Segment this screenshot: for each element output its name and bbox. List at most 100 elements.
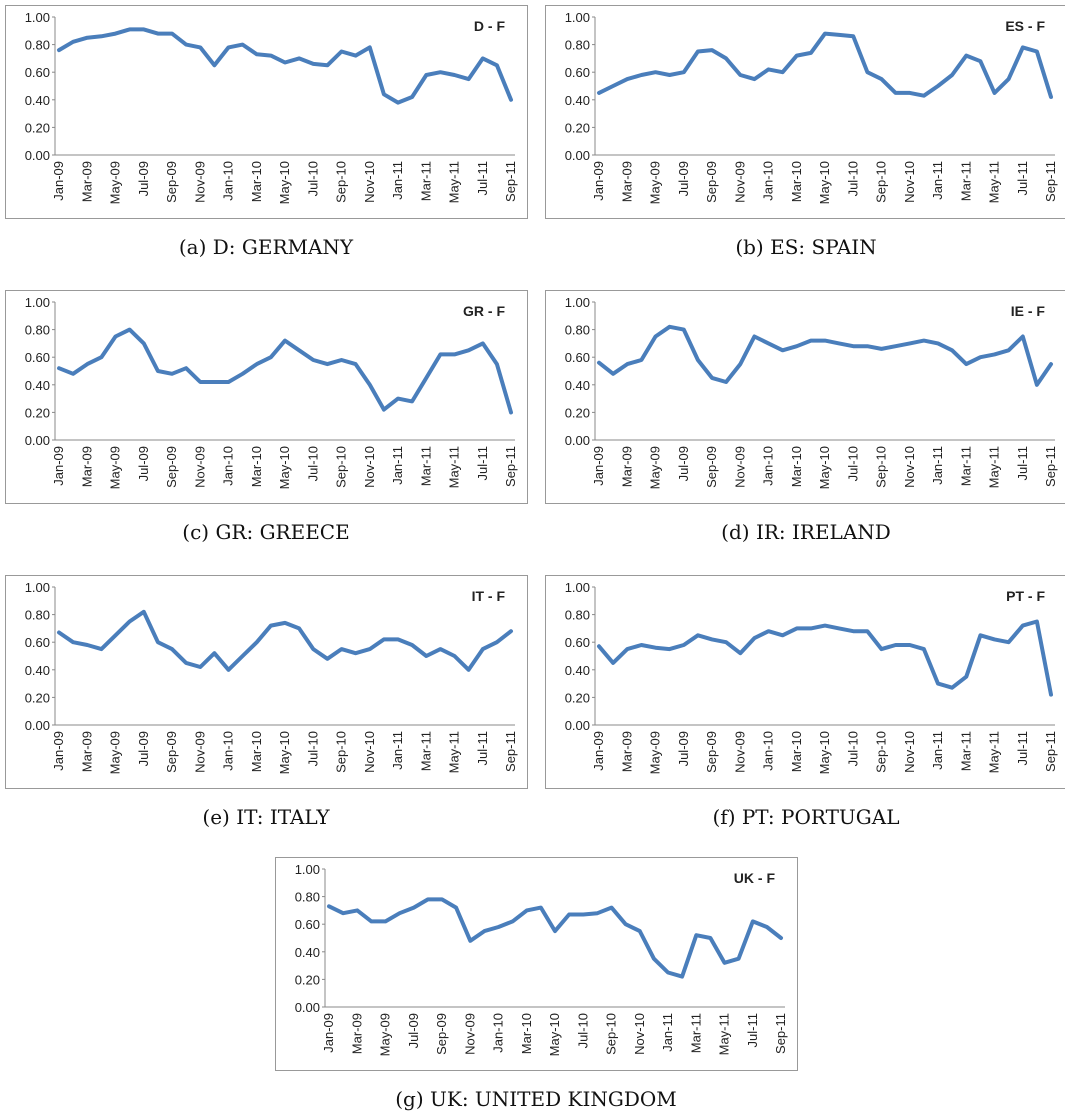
y-tick-label: 0.00 bbox=[25, 148, 50, 163]
chart-title: GR - F bbox=[463, 303, 505, 319]
x-tick-label: May-11 bbox=[987, 161, 1002, 203]
x-tick-label: Mar-10 bbox=[249, 161, 264, 202]
y-tick-label: 0.80 bbox=[565, 608, 590, 623]
x-tick-label: May-09 bbox=[108, 731, 123, 774]
x-tick-label: Mar-11 bbox=[958, 731, 973, 771]
x-tick-label: Mar-09 bbox=[79, 446, 94, 487]
x-tick-label: Jan-09 bbox=[321, 1013, 336, 1053]
x-tick-label: Mar-11 bbox=[418, 731, 433, 771]
y-tick-label: 0.80 bbox=[25, 323, 50, 338]
x-tick-label: Sep-10 bbox=[334, 731, 349, 773]
x-tick-label: Jul-10 bbox=[305, 446, 320, 481]
y-tick-label: 0.80 bbox=[25, 38, 50, 53]
caption: (g) UK: UNITED KINGDOM bbox=[395, 1087, 676, 1111]
y-tick-label: 0.60 bbox=[25, 65, 50, 80]
x-tick-label: Jan-09 bbox=[51, 161, 66, 201]
y-tick-label: 0.20 bbox=[565, 405, 590, 420]
x-tick-label: Jan-09 bbox=[51, 446, 66, 486]
x-tick-label: May-11 bbox=[987, 731, 1002, 773]
y-tick-label: 1.00 bbox=[565, 580, 590, 595]
x-tick-label: Jul-11 bbox=[1015, 446, 1030, 480]
y-tick-label: 0.20 bbox=[25, 120, 50, 135]
x-tick-label: Mar-09 bbox=[349, 1013, 364, 1054]
x-tick-label: May-10 bbox=[277, 731, 292, 774]
x-tick-label: Sep-11 bbox=[503, 446, 518, 487]
y-tick-label: 0.40 bbox=[565, 378, 590, 393]
x-tick-label: Jan-11 bbox=[660, 1013, 675, 1052]
x-tick-label: Jan-09 bbox=[591, 731, 606, 771]
x-tick-label: May-10 bbox=[817, 731, 832, 774]
chart-title: IE - F bbox=[1011, 303, 1046, 319]
x-tick-label: Jul-10 bbox=[305, 731, 320, 766]
x-tick-label: Sep-09 bbox=[704, 161, 719, 203]
y-tick-label: 0.60 bbox=[565, 350, 590, 365]
x-tick-label: Jan-11 bbox=[930, 731, 945, 770]
x-tick-label: Jan-10 bbox=[221, 731, 236, 771]
y-tick-label: 0.60 bbox=[565, 635, 590, 650]
x-tick-label: Jan-10 bbox=[761, 446, 776, 486]
x-tick-label: Jan-09 bbox=[591, 446, 606, 486]
x-tick-label: Mar-09 bbox=[619, 731, 634, 772]
x-tick-label: Nov-10 bbox=[362, 446, 377, 488]
x-tick-label: Jan-11 bbox=[930, 161, 945, 200]
x-tick-label: Mar-10 bbox=[789, 446, 804, 487]
x-tick-label: May-10 bbox=[817, 161, 832, 204]
x-tick-label: Nov-09 bbox=[462, 1013, 477, 1055]
x-tick-label: Sep-10 bbox=[874, 731, 889, 773]
x-tick-label: Jul-11 bbox=[475, 161, 490, 195]
x-tick-label: May-11 bbox=[717, 1013, 732, 1055]
x-tick-label: Nov-09 bbox=[732, 731, 747, 773]
x-tick-label: Mar-11 bbox=[418, 161, 433, 201]
x-tick-label: Mar-11 bbox=[958, 161, 973, 201]
x-tick-label: Jan-10 bbox=[761, 161, 776, 201]
x-tick-label: Jul-10 bbox=[845, 731, 860, 766]
x-tick-label: Mar-11 bbox=[958, 446, 973, 486]
y-tick-label: 0.60 bbox=[565, 65, 590, 80]
y-tick-label: 1.00 bbox=[295, 862, 320, 877]
y-tick-label: 0.20 bbox=[25, 405, 50, 420]
y-tick-label: 1.00 bbox=[25, 580, 50, 595]
x-tick-label: Sep-11 bbox=[1043, 161, 1058, 202]
y-tick-label: 0.00 bbox=[565, 148, 590, 163]
x-tick-label: Mar-10 bbox=[789, 731, 804, 772]
x-tick-label: Jul-11 bbox=[475, 446, 490, 480]
x-tick-label: Jul-11 bbox=[745, 1013, 760, 1047]
x-tick-label: Nov-09 bbox=[732, 446, 747, 488]
y-tick-label: 0.40 bbox=[565, 93, 590, 108]
x-tick-label: Jan-10 bbox=[761, 731, 776, 771]
y-tick-label: 0.40 bbox=[565, 663, 590, 678]
x-tick-label: Jul-09 bbox=[676, 446, 691, 481]
chart-title: IT - F bbox=[472, 588, 506, 604]
x-tick-label: May-09 bbox=[378, 1013, 393, 1056]
x-tick-label: Nov-09 bbox=[192, 161, 207, 203]
x-tick-label: Mar-10 bbox=[519, 1013, 534, 1054]
y-tick-label: 0.20 bbox=[25, 690, 50, 705]
x-tick-label: Jan-10 bbox=[221, 161, 236, 201]
y-tick-label: 0.20 bbox=[295, 972, 320, 987]
x-tick-label: Jan-11 bbox=[390, 161, 405, 200]
x-tick-label: Sep-10 bbox=[334, 161, 349, 203]
y-tick-label: 1.00 bbox=[25, 295, 50, 310]
x-tick-label: Jan-11 bbox=[930, 446, 945, 485]
x-tick-label: May-09 bbox=[648, 446, 663, 489]
x-tick-label: Jul-09 bbox=[676, 161, 691, 196]
x-tick-label: Jul-10 bbox=[575, 1013, 590, 1048]
y-tick-label: 0.40 bbox=[295, 945, 320, 960]
caption: (f) PT: PORTUGAL bbox=[712, 805, 899, 829]
x-tick-label: Sep-09 bbox=[704, 731, 719, 773]
x-tick-label: Jul-09 bbox=[136, 731, 151, 766]
caption: (d) IR: IRELAND bbox=[721, 520, 891, 544]
x-tick-label: Jul-09 bbox=[676, 731, 691, 766]
x-tick-label: May-09 bbox=[648, 161, 663, 204]
x-tick-label: Sep-09 bbox=[704, 446, 719, 488]
y-tick-label: 0.80 bbox=[565, 38, 590, 53]
chart-title: UK - F bbox=[734, 870, 776, 886]
x-tick-label: Jul-11 bbox=[1015, 161, 1030, 195]
y-tick-label: 1.00 bbox=[565, 295, 590, 310]
y-tick-label: 0.40 bbox=[25, 378, 50, 393]
